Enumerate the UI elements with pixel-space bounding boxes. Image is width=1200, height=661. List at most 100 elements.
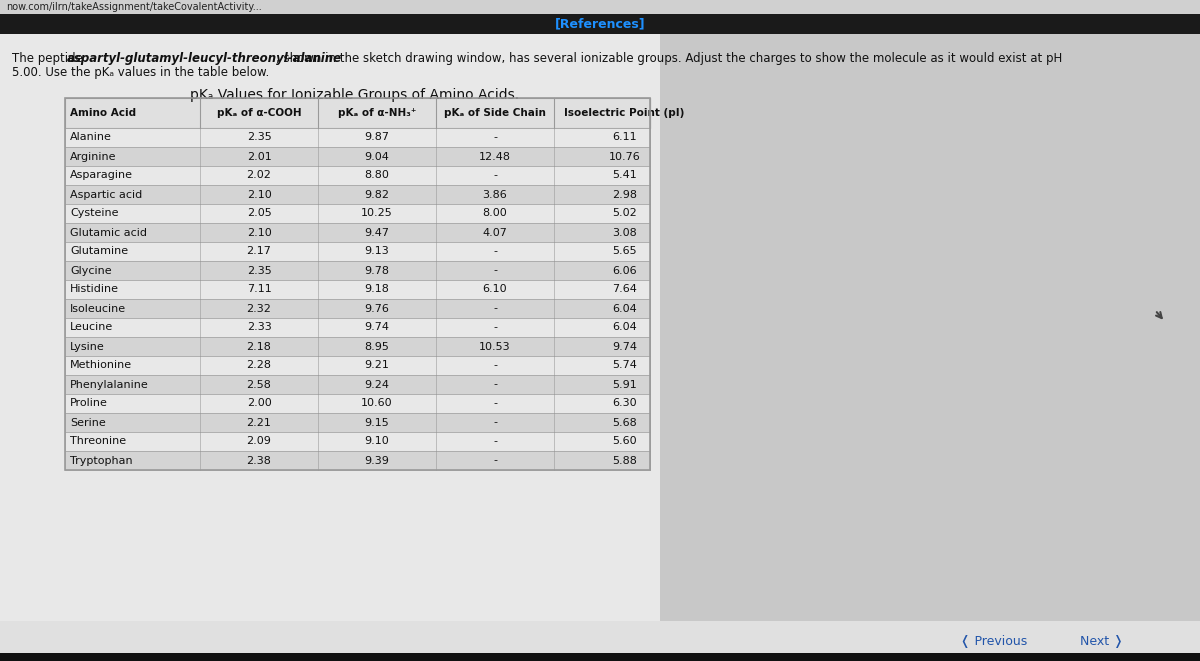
Text: The peptide: The peptide <box>12 52 86 65</box>
Text: -: - <box>493 132 497 143</box>
Text: 9.76: 9.76 <box>365 303 390 313</box>
Text: 5.02: 5.02 <box>612 208 637 219</box>
Text: 9.39: 9.39 <box>365 455 390 465</box>
Text: 6.10: 6.10 <box>482 284 508 295</box>
Bar <box>65 128 650 147</box>
Text: Serine: Serine <box>70 418 106 428</box>
Text: 8.00: 8.00 <box>482 208 508 219</box>
Text: 4.07: 4.07 <box>482 227 508 237</box>
Text: 2.05: 2.05 <box>247 208 271 219</box>
Text: Amino Acid: Amino Acid <box>70 108 136 118</box>
Text: 5.88: 5.88 <box>612 455 637 465</box>
Text: 2.98: 2.98 <box>612 190 637 200</box>
Text: 9.10: 9.10 <box>365 436 389 446</box>
Text: -: - <box>493 247 497 256</box>
Text: 3.86: 3.86 <box>482 190 508 200</box>
Text: pKₐ of α-COOH: pKₐ of α-COOH <box>217 108 301 118</box>
Text: Asparagine: Asparagine <box>70 171 133 180</box>
Text: 9.74: 9.74 <box>612 342 637 352</box>
Text: 2.18: 2.18 <box>246 342 271 352</box>
Text: 2.00: 2.00 <box>247 399 271 408</box>
Text: 8.95: 8.95 <box>365 342 390 352</box>
Text: now.com/ilrn/takeAssignment/takeCovalentActivity...: now.com/ilrn/takeAssignment/takeCovalent… <box>6 2 262 12</box>
Bar <box>0 653 1200 661</box>
Text: 2.09: 2.09 <box>246 436 271 446</box>
Text: 9.13: 9.13 <box>365 247 389 256</box>
Bar <box>65 356 650 375</box>
Text: -: - <box>493 323 497 332</box>
Text: 2.02: 2.02 <box>246 171 271 180</box>
Text: , shown in the sketch drawing window, has several ionizable groups. Adjust the c: , shown in the sketch drawing window, ha… <box>276 52 1062 65</box>
Text: 2.35: 2.35 <box>247 132 271 143</box>
Text: Isoleucine: Isoleucine <box>70 303 126 313</box>
Text: Isoelectric Point (pI): Isoelectric Point (pI) <box>564 108 685 118</box>
Text: 8.80: 8.80 <box>365 171 390 180</box>
Text: Proline: Proline <box>70 399 108 408</box>
Text: -: - <box>493 418 497 428</box>
Text: 2.17: 2.17 <box>246 247 271 256</box>
Text: 7.11: 7.11 <box>247 284 271 295</box>
Text: 6.04: 6.04 <box>612 323 637 332</box>
Text: Phenylalanine: Phenylalanine <box>70 379 149 389</box>
Text: 9.21: 9.21 <box>365 360 390 371</box>
Text: Next ❭: Next ❭ <box>1080 635 1123 648</box>
Text: -: - <box>493 399 497 408</box>
Bar <box>65 413 650 432</box>
Text: 5.74: 5.74 <box>612 360 637 371</box>
Text: 5.91: 5.91 <box>612 379 637 389</box>
Text: Histidine: Histidine <box>70 284 119 295</box>
Text: Glycine: Glycine <box>70 266 112 276</box>
Bar <box>65 98 650 128</box>
Text: 5.41: 5.41 <box>612 171 637 180</box>
Text: 9.04: 9.04 <box>365 151 390 161</box>
Text: -: - <box>493 360 497 371</box>
Text: pKₐ of α-NH₃⁺: pKₐ of α-NH₃⁺ <box>338 108 416 118</box>
Text: 5.00. Use the pKₐ values in the table below.: 5.00. Use the pKₐ values in the table be… <box>12 66 269 79</box>
Bar <box>65 299 650 318</box>
Text: 6.04: 6.04 <box>612 303 637 313</box>
Bar <box>0 621 1200 661</box>
Bar <box>0 14 1200 34</box>
Bar <box>65 204 650 223</box>
Text: Glutamine: Glutamine <box>70 247 128 256</box>
Text: 5.60: 5.60 <box>612 436 637 446</box>
Bar <box>65 185 650 204</box>
Text: 9.24: 9.24 <box>365 379 390 389</box>
Text: 2.33: 2.33 <box>247 323 271 332</box>
Bar <box>65 166 650 185</box>
Text: -: - <box>493 379 497 389</box>
Bar <box>65 242 650 261</box>
Text: 7.64: 7.64 <box>612 284 637 295</box>
Text: 10.76: 10.76 <box>608 151 641 161</box>
Bar <box>65 451 650 470</box>
Text: 2.38: 2.38 <box>246 455 271 465</box>
Text: 9.15: 9.15 <box>365 418 389 428</box>
Text: Methionine: Methionine <box>70 360 132 371</box>
Text: 2.28: 2.28 <box>246 360 271 371</box>
Text: 6.30: 6.30 <box>612 399 637 408</box>
Text: pKₐ Values for Ionizable Groups of Amino Acids.: pKₐ Values for Ionizable Groups of Amino… <box>191 88 520 102</box>
Text: -: - <box>493 455 497 465</box>
Text: 9.18: 9.18 <box>365 284 390 295</box>
Text: 2.35: 2.35 <box>247 266 271 276</box>
Text: 2.10: 2.10 <box>247 190 271 200</box>
Text: -: - <box>493 436 497 446</box>
Text: Arginine: Arginine <box>70 151 116 161</box>
Bar <box>65 261 650 280</box>
Text: Lysine: Lysine <box>70 342 104 352</box>
Bar <box>65 318 650 337</box>
Text: Alanine: Alanine <box>70 132 112 143</box>
Text: Leucine: Leucine <box>70 323 113 332</box>
Text: 9.47: 9.47 <box>365 227 390 237</box>
Bar <box>0 0 1200 14</box>
Text: -: - <box>493 171 497 180</box>
Text: 6.06: 6.06 <box>612 266 637 276</box>
Bar <box>65 147 650 166</box>
Text: 12.48: 12.48 <box>479 151 511 161</box>
Bar <box>65 432 650 451</box>
Text: 2.01: 2.01 <box>247 151 271 161</box>
Text: [References]: [References] <box>554 17 646 30</box>
Bar <box>65 394 650 413</box>
Text: 2.10: 2.10 <box>247 227 271 237</box>
Text: 10.53: 10.53 <box>479 342 511 352</box>
